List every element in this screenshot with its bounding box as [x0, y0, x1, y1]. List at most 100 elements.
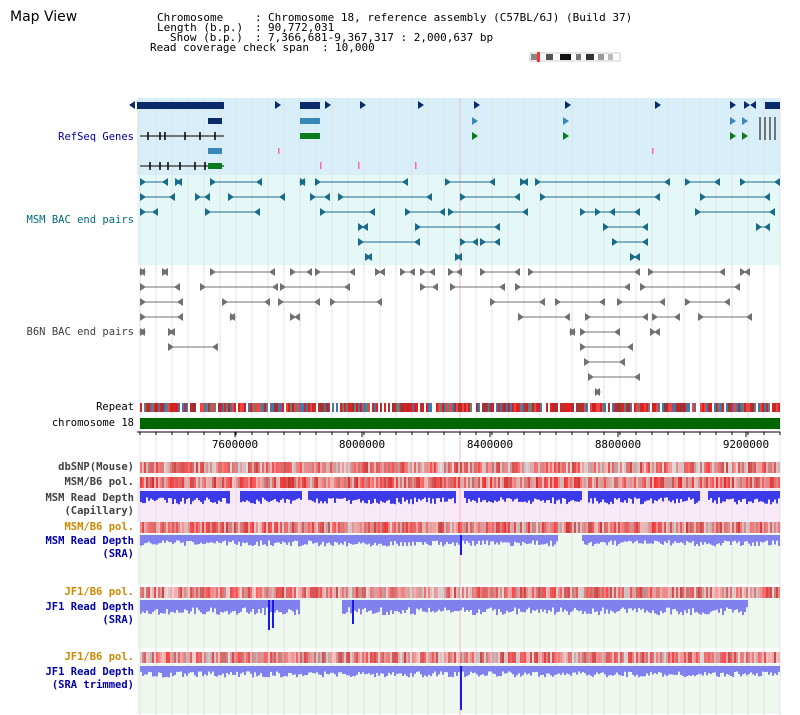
pol-cell: [628, 587, 630, 598]
depth-bar: [520, 600, 522, 612]
b6n-bac-end: [634, 268, 640, 276]
depth-bar: [556, 535, 558, 542]
depth-bar: [550, 600, 552, 612]
pol-cell: [532, 477, 534, 488]
chromosome-ideogram[interactable]: [529, 52, 621, 62]
pol-cell: [176, 462, 178, 473]
pol-cell: [276, 462, 278, 473]
pol-cell: [690, 522, 692, 533]
pol-cell: [618, 462, 620, 473]
track-label-msm-b6-pol-2[interactable]: MSM/B6 pol.: [64, 521, 134, 533]
msm-bac-end: [256, 178, 262, 186]
track-label-refseq[interactable]: RefSeq Genes: [58, 131, 134, 143]
pol-cell: [662, 587, 664, 598]
depth-bar: [280, 491, 282, 500]
track-label-jf1-depth-sra[interactable]: JF1 Read Depth: [45, 601, 134, 613]
pol-cell: [458, 652, 460, 663]
pol-cell: [680, 462, 682, 473]
repeat-segment: [578, 403, 580, 412]
track-label-jf1-depth-trimmed[interactable]: JF1 Read Depth: [45, 666, 134, 678]
depth-bar: [644, 535, 646, 541]
repeat-segment: [144, 403, 146, 412]
depth-bar: [154, 666, 156, 677]
pol-cell: [618, 477, 620, 488]
track-label-repeat[interactable]: Repeat: [96, 401, 134, 413]
depth-bar: [506, 666, 508, 674]
depth-bar: [510, 535, 512, 546]
pol-cell: [330, 477, 332, 488]
depth-bar: [412, 491, 414, 505]
repeat-segment: [282, 403, 284, 412]
depth-bar: [736, 666, 738, 672]
track-label-msm-b6-pol-1[interactable]: MSM/B6 pol.: [64, 476, 134, 488]
pol-cell: [540, 652, 542, 663]
depth-bar: [290, 666, 292, 674]
pol-cell: [714, 587, 716, 598]
repeat-segment: [742, 403, 744, 412]
depth-bar: [772, 666, 774, 676]
refseq-genes-track[interactable]: [129, 101, 780, 170]
pol-cell: [488, 652, 490, 663]
pol-cell: [240, 477, 242, 488]
depth-bar: [744, 491, 746, 499]
depth-bar: [432, 666, 434, 674]
pol-cell: [778, 477, 780, 488]
track-label-msm-bac[interactable]: MSM BAC end pairs: [26, 214, 134, 226]
track-label-jf1-b6-pol-1[interactable]: JF1/B6 pol.: [64, 586, 134, 598]
read-depth-tracks[interactable]: [140, 491, 780, 710]
depth-bar: [530, 535, 532, 544]
pol-cell: [772, 522, 774, 533]
msm-bac-end: [320, 208, 326, 216]
pol-cell: [190, 462, 192, 473]
b6n-bac-track[interactable]: [139, 268, 752, 396]
pol-cell: [220, 462, 222, 473]
pol-cell: [178, 477, 180, 488]
polymorphism-tracks[interactable]: [140, 462, 780, 663]
pol-cell: [148, 477, 150, 488]
depth-bar: [576, 491, 578, 502]
repeat-segment: [464, 403, 466, 412]
depth-bar: [546, 600, 548, 614]
msm-bac-track[interactable]: [140, 178, 780, 261]
pol-cell: [614, 587, 616, 598]
pol-cell: [360, 477, 362, 488]
pol-cell: [544, 652, 546, 663]
pol-cell: [168, 652, 170, 663]
msm-bac-end: [358, 238, 364, 246]
pol-cell: [258, 477, 260, 488]
msm-bac-end: [310, 193, 316, 201]
depth-bar: [362, 491, 364, 501]
track-label-msm-depth-sra[interactable]: MSM Read Depth: [45, 535, 134, 547]
pol-cell: [358, 522, 360, 533]
pol-cell: [734, 587, 736, 598]
pol-cell: [174, 587, 176, 598]
depth-bar: [150, 491, 152, 499]
repeat-segment: [436, 403, 438, 412]
pol-cell: [430, 652, 432, 663]
repeat-track[interactable]: [140, 403, 780, 412]
depth-bar: [192, 535, 194, 542]
depth-bar: [176, 600, 178, 610]
chromosome-bar[interactable]: [140, 418, 780, 429]
depth-bar: [506, 535, 508, 543]
pol-cell: [276, 652, 278, 663]
pol-cell: [736, 652, 738, 663]
pol-cell: [310, 587, 312, 598]
msm-bac-end: [460, 193, 466, 201]
repeat-segment: [612, 403, 614, 412]
track-label-jf1-b6-pol-2[interactable]: JF1/B6 pol.: [64, 651, 134, 663]
pol-cell: [768, 522, 770, 533]
track-label-b6n-bac[interactable]: B6N BAC end pairs: [26, 326, 134, 338]
depth-bar: [232, 666, 234, 675]
repeat-segment: [318, 403, 320, 412]
depth-bar: [146, 535, 148, 543]
depth-bar: [768, 535, 770, 546]
pol-cell: [572, 477, 574, 488]
repeat-segment: [710, 403, 712, 412]
track-label-chromosome[interactable]: chromosome 18: [51, 417, 134, 429]
track-label-msm-depth-capillary[interactable]: MSM Read Depth: [45, 492, 134, 504]
repeat-segment: [636, 403, 638, 412]
track-label-dbsnp[interactable]: dbSNP(Mouse): [58, 461, 134, 473]
b6n-bac-end: [555, 298, 561, 306]
